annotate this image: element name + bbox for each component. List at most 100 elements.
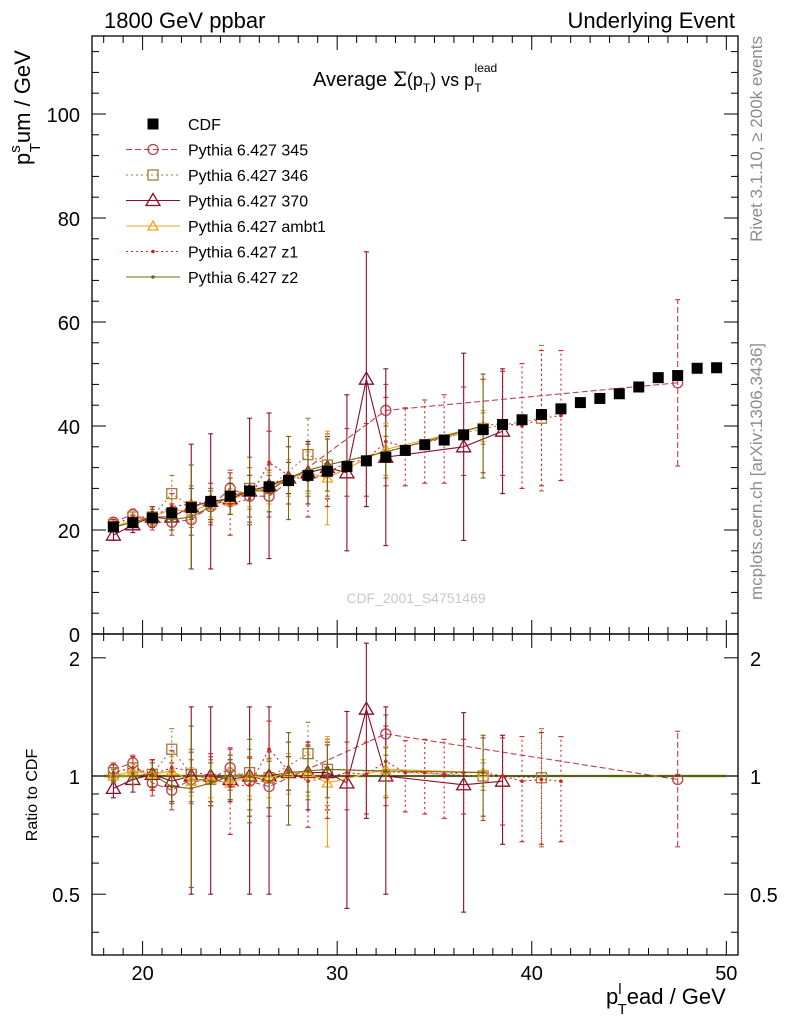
ratio-point-z2 [131,774,135,778]
legend-marker-z1 [151,249,155,254]
ratio-axis-title: Ratio to CDF [24,749,41,842]
x-axis-title: pl Tead / GeV [606,981,726,1018]
ratio-point-z2 [384,769,388,773]
ratio-series-ambt1 [107,736,490,848]
main-point-cdf [574,397,586,409]
legend-label-ambt1: Pythia 6.427 ambt1 [188,219,326,236]
ratio-frame [91,633,739,956]
main-point-z2 [189,515,194,519]
main-point-p370 [105,526,122,541]
main-point-cdf [263,481,275,493]
mcplots-label: mcplots.cern.ch [arXiv:1306.3436] [747,343,766,600]
main-point-cdf [399,444,411,456]
ratio-point-p370 [455,776,472,791]
ratio-point-z1 [169,765,174,770]
main-point-cdf [166,507,178,519]
ratio-point-p370 [494,772,511,787]
rivet-label: Rivet 3.1.10, ≥ 200k events [747,36,766,242]
main-point-cdf [516,414,528,426]
ratio-point-z1 [267,747,271,752]
ratio-line-ambt1 [113,768,484,784]
ratio-point-p345 [672,773,684,786]
header-right: Underlying Event [567,8,735,33]
main-point-cdf [146,512,158,524]
y-tick-label: 80 [58,209,80,231]
legend-marker-p346 [147,169,159,181]
y-tick-label: 20 [58,521,80,543]
main-point-cdf [535,409,547,421]
main-point-cdf [691,362,703,374]
main-point-p370 [455,438,472,453]
ratio-point-z2 [189,786,194,791]
ratio-point-z2 [325,767,330,772]
ratio-point-z2 [169,784,174,789]
main-series-ambt1 [107,409,490,533]
legend-item-ambt1: Pythia 6.427 ambt1 [126,219,326,236]
ratio-point-z2 [481,770,485,775]
y-tick-label: 100 [47,105,80,127]
main-series-p345 [107,299,684,536]
legend-label-p346: Pythia 6.427 346 [188,168,308,185]
ratio-point-z2 [111,774,116,778]
main-point-p370 [494,422,511,437]
legend-marker-ambt1 [146,219,160,231]
main-point-cdf [477,424,489,436]
ratio-point-z2 [267,779,271,784]
legend-label-z1: Pythia 6.427 z1 [188,245,298,262]
main-point-cdf [244,485,256,497]
legend-item-p346: Pythia 6.427 346 [126,168,308,185]
ratio-point-z1 [345,770,349,775]
ratio-point-z1 [539,777,544,782]
main-point-cdf [633,381,645,393]
main-point-cdf [205,495,217,507]
legend-item-cdf: CDF [147,117,221,134]
x-tick-label: 30 [326,963,348,985]
main-line-p345 [113,382,678,523]
main-point-cdf [613,388,625,400]
legend-marker-p370 [144,192,162,207]
x-tick-label: 50 [715,963,737,985]
ratio-tick-label-right: 2 [750,649,761,671]
main-point-cdf [438,434,450,446]
main-point-z2 [169,517,174,522]
main-point-cdf [594,392,606,404]
ratio-tick-label: 1 [69,767,80,789]
ratio-point-z2 [150,772,155,777]
analysis-watermark: CDF_2001_S4751469 [346,590,486,606]
main-series-p370 [105,251,511,570]
ratio-point-z2 [286,770,291,775]
ratio-tick-label: 2 [69,649,80,671]
svg-text:Average Σ(pT) vs pTlead: Average Σ(pT) vs pTlead [313,61,497,95]
main-point-z1 [559,413,563,418]
ratio-point-z1 [364,772,369,777]
ratio-tick-label-right: 1 [750,767,761,789]
legend-marker-cdf [147,118,159,130]
main-point-cdf [302,469,314,481]
ratio-line-p345 [113,733,678,791]
ratio-point-p370 [105,780,122,795]
ratio-tick-label: 0.5 [52,885,80,907]
main-point-cdf [321,465,333,477]
y-tick-label: 0 [69,625,80,647]
ratio-point-z1 [520,779,524,784]
main-point-cdf [419,439,431,451]
main-point-cdf [360,455,372,467]
legend-marker-z2 [151,275,155,279]
chart-title: Average Σ(pT) vs pTlead [313,61,497,95]
ratio-tick-label-right: 0.5 [750,885,778,907]
legend-label-p345: Pythia 6.427 345 [188,143,308,160]
ratio-point-z2 [306,769,310,773]
main-point-cdf [711,362,723,374]
y-tick-label: 60 [58,313,80,335]
ratio-point-z2 [228,774,232,778]
legend-item-p345: Pythia 6.427 345 [126,143,308,160]
y-tick-label: 40 [58,417,80,439]
main-point-cdf [341,461,353,473]
main-point-cdf [127,517,139,529]
main-point-cdf [380,451,392,463]
legend-label-p370: Pythia 6.427 370 [188,194,308,211]
main-point-cdf [185,502,197,514]
main-point-cdf [224,490,236,502]
